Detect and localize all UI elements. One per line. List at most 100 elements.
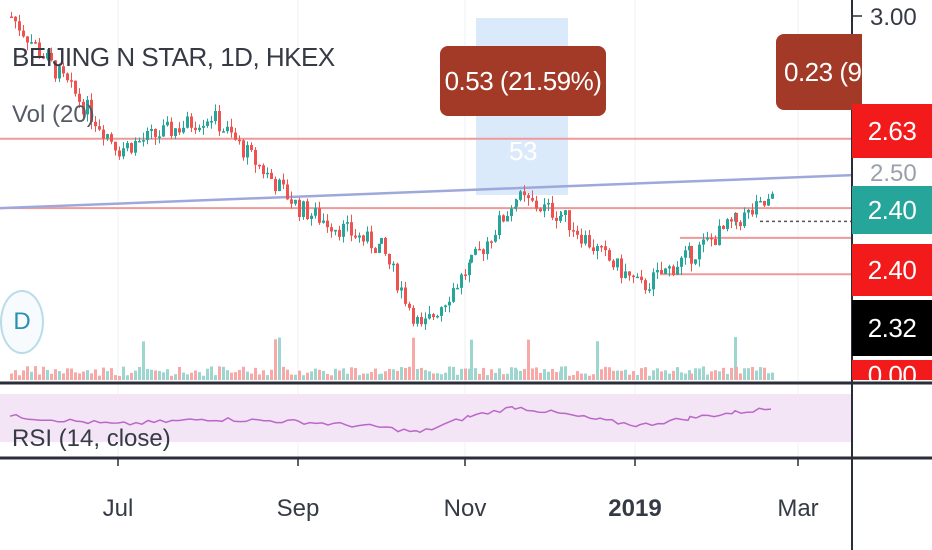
time-tick-mar: Mar: [777, 495, 819, 522]
trendline[interactable]: [0, 173, 853, 210]
timeframe-badge[interactable]: D: [0, 290, 44, 354]
volume-bar: [198, 372, 201, 380]
candle-body: [464, 274, 467, 276]
volume-bar: [118, 375, 121, 380]
volume-bar: [54, 369, 57, 380]
candle-body: [282, 179, 285, 185]
candle-body: [326, 220, 329, 228]
volume-bar: [362, 373, 365, 380]
candle-body: [714, 239, 717, 246]
candlesticks: [10, 11, 774, 330]
volume-bar: [644, 367, 647, 380]
candle-body: [222, 131, 225, 133]
volume-bar: [734, 337, 737, 380]
volume-bar: [535, 367, 538, 380]
candle-body: [142, 140, 145, 142]
volume-bar: [543, 369, 546, 380]
volume-bar: [158, 370, 161, 380]
candle-body: [150, 128, 153, 131]
candle-body: [494, 234, 497, 242]
candle-body: [158, 136, 161, 138]
volume-bar: [30, 371, 33, 380]
volume-bar: [672, 370, 675, 380]
candle-body: [543, 204, 546, 212]
volume-bar: [763, 367, 766, 380]
volume-bar: [515, 369, 518, 380]
volume-bar: [498, 368, 501, 380]
candle-body: [539, 208, 542, 212]
candle-body: [106, 134, 109, 139]
candle-body: [564, 210, 567, 216]
volume-bar: [102, 367, 105, 380]
volume-bar: [270, 369, 273, 380]
volume-bar: [134, 370, 137, 380]
candle-body: [735, 212, 738, 223]
volume-bar: [424, 370, 427, 380]
candle-body: [306, 201, 309, 220]
candle-body: [230, 126, 233, 133]
candle-body: [346, 222, 349, 224]
candle-body: [660, 269, 663, 275]
volume-bar: [564, 366, 567, 380]
candle-body: [378, 243, 381, 253]
candle-body: [652, 272, 655, 290]
volume-bar: [370, 372, 373, 380]
candle-body: [656, 269, 659, 273]
volume-bar: [436, 373, 439, 380]
volume-bar: [238, 369, 241, 380]
volume-bar: [122, 366, 125, 380]
rsi-band: [0, 394, 852, 442]
candle-body: [242, 140, 245, 158]
candle-body: [718, 225, 721, 246]
volume-bar: [604, 366, 607, 380]
volume-bar: [656, 368, 659, 380]
volume-bar: [660, 371, 663, 380]
volume-bar: [294, 374, 297, 380]
candle-body: [706, 237, 709, 240]
volume-bar: [771, 372, 774, 380]
volume-bar: [680, 372, 683, 380]
volume-bar: [560, 366, 563, 380]
volume-bar: [10, 373, 13, 380]
volume-bar: [278, 337, 281, 380]
volume-bar: [600, 369, 603, 380]
volume-bar: [568, 375, 571, 380]
volume-bar: [688, 370, 691, 380]
volume-bar: [452, 366, 455, 380]
volume-bar: [334, 368, 337, 380]
candle-body: [560, 215, 563, 217]
volume-bar: [612, 370, 615, 380]
symbol-title: BEIJING N STAR, 1D, HKEX: [12, 42, 335, 72]
volume-bar: [444, 372, 447, 380]
candle-body: [246, 145, 249, 158]
horizontal-levels: [0, 137, 852, 276]
candle-body: [747, 209, 750, 213]
volume-bar: [242, 366, 245, 380]
candle-body: [384, 237, 387, 254]
candle-body: [547, 202, 550, 205]
candle-body: [420, 317, 423, 325]
candle-body: [302, 201, 305, 217]
volume-bar: [46, 369, 49, 380]
candle-body: [270, 172, 273, 179]
candle-body: [612, 260, 615, 268]
volume-bar: [510, 367, 513, 380]
volume-bar: [358, 375, 361, 380]
candle-body: [755, 201, 758, 215]
volume-bar: [706, 374, 709, 380]
candle-body: [94, 121, 97, 127]
volume-bar: [178, 366, 181, 380]
volume-bar: [146, 368, 149, 380]
volume-bar: [759, 367, 762, 380]
volume-bar: [106, 371, 109, 380]
volume-bar: [519, 370, 522, 380]
candle-body: [330, 227, 333, 232]
volume-bar: [396, 370, 399, 380]
volume-bar: [380, 373, 383, 380]
volume-bar: [608, 367, 611, 380]
volume-bar: [440, 374, 443, 380]
volume-bar: [404, 368, 407, 380]
candle-body: [74, 80, 77, 94]
candle-body: [98, 126, 101, 130]
candle-body: [432, 314, 435, 317]
